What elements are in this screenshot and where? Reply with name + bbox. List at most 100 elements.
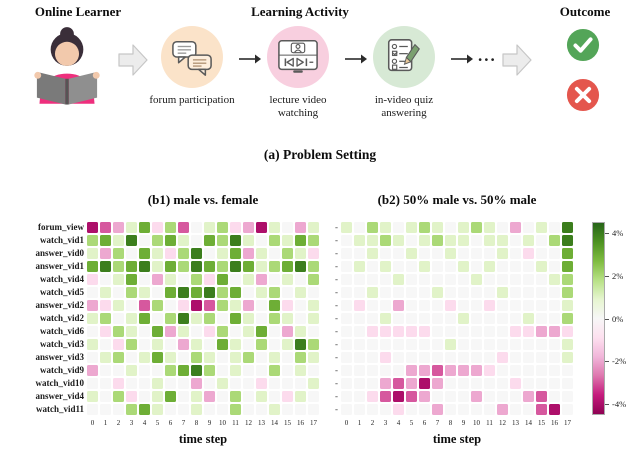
heatmap-cell	[458, 248, 469, 259]
heatmap-cell	[562, 287, 573, 298]
heatmap-cell	[204, 235, 215, 246]
heatmap-cell	[432, 378, 443, 389]
heatmap-cell	[458, 274, 469, 285]
heatmap-cell	[204, 248, 215, 259]
heatmap-cell	[113, 274, 124, 285]
heatmap-cell	[484, 326, 495, 337]
heatmap-cell	[354, 378, 365, 389]
heatmap-cell	[230, 352, 241, 363]
heatmap-cell	[406, 313, 417, 324]
heatmap-cell	[243, 261, 254, 272]
heatmap-cell	[191, 300, 202, 311]
heatmap-cell	[380, 222, 391, 233]
x-tick: 17	[564, 419, 571, 427]
heatmap-cell	[419, 300, 430, 311]
heatmap-cell	[380, 378, 391, 389]
heatmap-cell	[549, 404, 560, 415]
heatmap-cell	[562, 352, 573, 363]
heatmap-cell	[269, 222, 280, 233]
heatmap-cell	[523, 222, 534, 233]
activity-label-forum: forum participation	[149, 94, 235, 106]
x-tick: 15	[284, 419, 291, 427]
heatmap-cell	[406, 261, 417, 272]
heatmap-cell	[308, 287, 319, 298]
colorbar-tick-mark	[605, 361, 609, 363]
colorbar-tick-mark	[605, 404, 609, 406]
y-axis-labels: forum_view watch_vid1 answer_vid0 answer_vi…	[8, 222, 84, 415]
heatmap-cell	[380, 274, 391, 285]
heatmap-cell	[152, 326, 163, 337]
heatmap-cell	[536, 261, 547, 272]
heatmap-cell	[230, 248, 241, 259]
heatmap-cell	[510, 404, 521, 415]
heatmap-cell	[510, 248, 521, 259]
heatmap-cell	[393, 222, 404, 233]
heatmap-cell	[484, 313, 495, 324]
heatmap-cell	[458, 378, 469, 389]
heatmap-cell	[497, 235, 508, 246]
heatmap-cell	[445, 391, 456, 402]
heatmap-cell	[243, 274, 254, 285]
heatmap-cell	[432, 274, 443, 285]
heatmap-cell	[100, 274, 111, 285]
heatmap-cell	[510, 287, 521, 298]
heatmap-b1: forum_view watch_vid1 answer_vid0 answer_vi…	[8, 222, 319, 415]
heatmap-cell	[367, 274, 378, 285]
heatmap-cell	[152, 235, 163, 246]
x-axis-label-b2: time step	[432, 432, 482, 446]
row-tick: -	[335, 326, 338, 336]
heatmap-cell	[432, 261, 443, 272]
heatmap-cell	[256, 404, 267, 415]
row-tick: -	[335, 222, 338, 232]
heatmap-cell	[113, 326, 124, 337]
heatmap-cell	[269, 274, 280, 285]
heatmap-cell	[256, 248, 267, 259]
heatmap-cell	[406, 339, 417, 350]
heatmap-cell	[191, 404, 202, 415]
heatmap-cell	[152, 365, 163, 376]
heatmap-cell	[458, 235, 469, 246]
heatmap-cell	[549, 313, 560, 324]
heatmap-cell	[256, 261, 267, 272]
heatmap-cell	[100, 222, 111, 233]
row-label: forum_view	[38, 222, 84, 232]
y-axis-ticks-b2: - - - - - - - - - - - - - - -	[330, 222, 338, 415]
heatmap-cell	[497, 326, 508, 337]
heatmap-cell	[230, 378, 241, 389]
heatmap-cell	[113, 287, 124, 298]
heatmap-cell	[562, 378, 573, 389]
heatmap-cell	[100, 391, 111, 402]
heatmap-cell	[445, 274, 456, 285]
heatmap-cell	[126, 235, 137, 246]
x-tick: 10	[219, 419, 226, 427]
heatmap-cell	[536, 339, 547, 350]
heatmap-cell	[282, 261, 293, 272]
heatmap-cell	[419, 352, 430, 363]
row-tick: -	[335, 300, 338, 310]
heatmap-cell	[380, 235, 391, 246]
heatmap-cell	[165, 391, 176, 402]
heatmap-cell	[549, 222, 560, 233]
heatmap-cell	[243, 248, 254, 259]
row-label: answer_vid2	[35, 300, 84, 310]
heatmap-cell	[256, 300, 267, 311]
heatmap-cell	[178, 352, 189, 363]
heatmap-cell	[393, 404, 404, 415]
heatmap-cell	[419, 274, 430, 285]
heatmap-cell	[100, 300, 111, 311]
heatmap-cell	[178, 300, 189, 311]
colorbar: 4% 2% 0% -2% -4%	[592, 222, 638, 415]
outcome-title: Outcome	[559, 4, 611, 19]
activity-label-quiz: in-video quiz answering	[374, 94, 434, 119]
heatmap-cell	[191, 235, 202, 246]
colorbar-tick-labels: 4% 2% 0% -2% -4%	[605, 222, 638, 415]
heatmap-cell	[295, 222, 306, 233]
heatmap-cell	[497, 391, 508, 402]
heatmap-cell	[113, 261, 124, 272]
heatmap-cell	[217, 378, 228, 389]
heatmap-cell	[100, 365, 111, 376]
heatmap-cell	[341, 326, 352, 337]
heatmap-cell	[419, 378, 430, 389]
heatmap-cell	[230, 404, 241, 415]
